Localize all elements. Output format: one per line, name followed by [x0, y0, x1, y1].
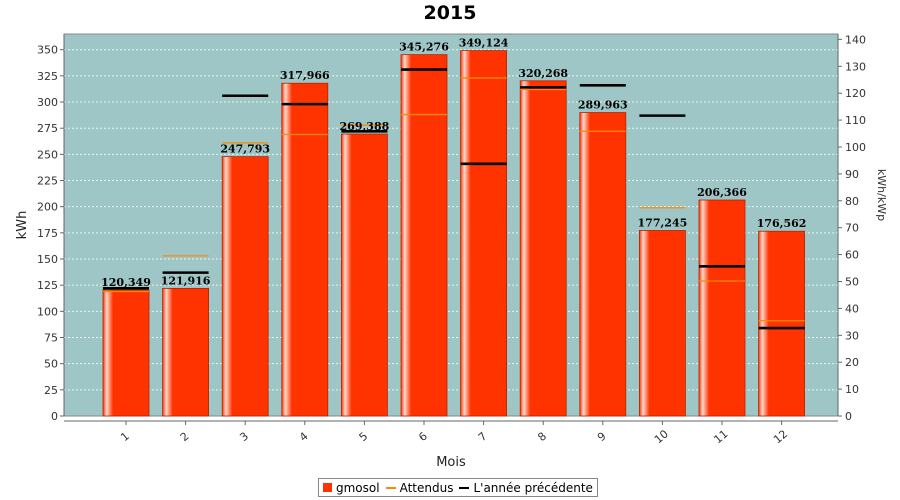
chart-title: 2015	[423, 2, 477, 24]
y2-tick-label: 60	[845, 249, 859, 262]
data-label: 269,388	[340, 120, 390, 133]
x-tick-label: 12	[771, 427, 790, 446]
y-tick-label: 200	[37, 201, 58, 214]
bar-gmosol	[519, 80, 567, 417]
y-tick-label: 250	[37, 148, 58, 161]
y-tick-label: 125	[37, 279, 58, 292]
data-label: 206,366	[697, 186, 747, 199]
legend-label-attendus: Attendus	[399, 480, 454, 495]
y-tick-label: 325	[37, 70, 58, 83]
x-tick-label: 3	[237, 430, 251, 444]
chart-area: 0255075100125150175200225250275300325350…	[15, 33, 888, 470]
bar-gmosol	[400, 54, 448, 417]
data-label: 121,916	[161, 274, 211, 287]
bar-gmosol	[281, 82, 329, 417]
x-tick-label: 9	[595, 430, 609, 444]
bar-gmosol	[639, 230, 686, 417]
legend-item-previous-year: L'année précédente	[459, 480, 593, 495]
y2-tick-label: 0	[845, 410, 852, 423]
bar-gmosol	[579, 112, 627, 417]
data-label: 320,268	[518, 67, 568, 80]
y-tick-label: 25	[44, 384, 58, 397]
bar-gmosol	[162, 288, 210, 417]
x-tick-label: 6	[416, 430, 430, 444]
y2-tick-label: 120	[845, 87, 866, 100]
y-tick-label: 350	[37, 44, 58, 57]
legend-item-attendus: Attendus	[385, 480, 454, 495]
bar-gmosol	[221, 156, 269, 417]
y2-tick-label: 40	[845, 302, 859, 315]
y2-tick-label: 90	[845, 168, 859, 181]
bar-gmosol	[460, 50, 508, 417]
data-label: 247,793	[220, 143, 270, 156]
y-tick-label: 100	[37, 305, 58, 318]
y2-tick-label: 70	[845, 222, 859, 235]
x-tick-label: 7	[476, 430, 490, 444]
y-tick-label: 225	[37, 175, 58, 188]
legend-swatch-expected	[385, 486, 396, 489]
y2-tick-label: 130	[845, 60, 866, 73]
y2-tick-label: 20	[845, 356, 859, 369]
data-label: 345,276	[399, 41, 449, 54]
y2-tick-label: 100	[845, 141, 866, 154]
y2-axis-title: kWh/kWp	[875, 169, 888, 221]
data-label: 317,966	[280, 69, 330, 82]
y2-tick-label: 110	[845, 114, 866, 127]
y2-tick-label: 140	[845, 33, 866, 46]
legend-swatch-previous-year	[459, 486, 470, 489]
legend-item-gmosol: gmosol	[323, 481, 380, 495]
x-axis-title: Mois	[436, 455, 466, 470]
data-label: 120,349	[101, 276, 151, 289]
bar-gmosol	[102, 289, 150, 417]
y2-tick-label: 50	[845, 275, 859, 288]
y-tick-label: 50	[44, 358, 58, 371]
data-label: 349,124	[459, 37, 509, 50]
y-tick-label: 75	[44, 332, 58, 345]
y-axis-title: kWh	[15, 211, 30, 240]
bar-gmosol	[758, 230, 805, 417]
legend-swatch-bar	[323, 483, 332, 492]
legend-label-previous-year: L'année précédente	[473, 480, 593, 495]
data-label: 177,245	[638, 216, 688, 229]
x-tick-label: 4	[297, 430, 311, 444]
x-tick-label: 8	[535, 430, 549, 444]
y-tick-label: 175	[37, 227, 58, 240]
y-tick-label: 150	[37, 253, 58, 266]
y2-tick-label: 10	[845, 383, 859, 396]
legend: gmosol Attendus L'année précédente	[318, 478, 598, 497]
legend-label-gmosol: gmosol	[336, 480, 380, 495]
y2-tick-label: 30	[845, 329, 859, 342]
x-tick-label: 11	[711, 427, 730, 446]
bar-gmosol	[698, 199, 746, 417]
bar-gmosol	[340, 133, 388, 417]
y-tick-label: 300	[37, 96, 58, 109]
x-tick-label: 2	[178, 430, 192, 444]
y-tick-label: 0	[51, 410, 58, 423]
data-label: 289,963	[578, 99, 628, 112]
x-tick-label: 5	[357, 430, 371, 444]
y2-tick-label: 80	[845, 195, 859, 208]
x-tick-label: 1	[118, 430, 132, 444]
x-tick-label: 10	[652, 427, 671, 446]
y-tick-label: 275	[37, 122, 58, 135]
data-label: 176,562	[757, 217, 807, 230]
